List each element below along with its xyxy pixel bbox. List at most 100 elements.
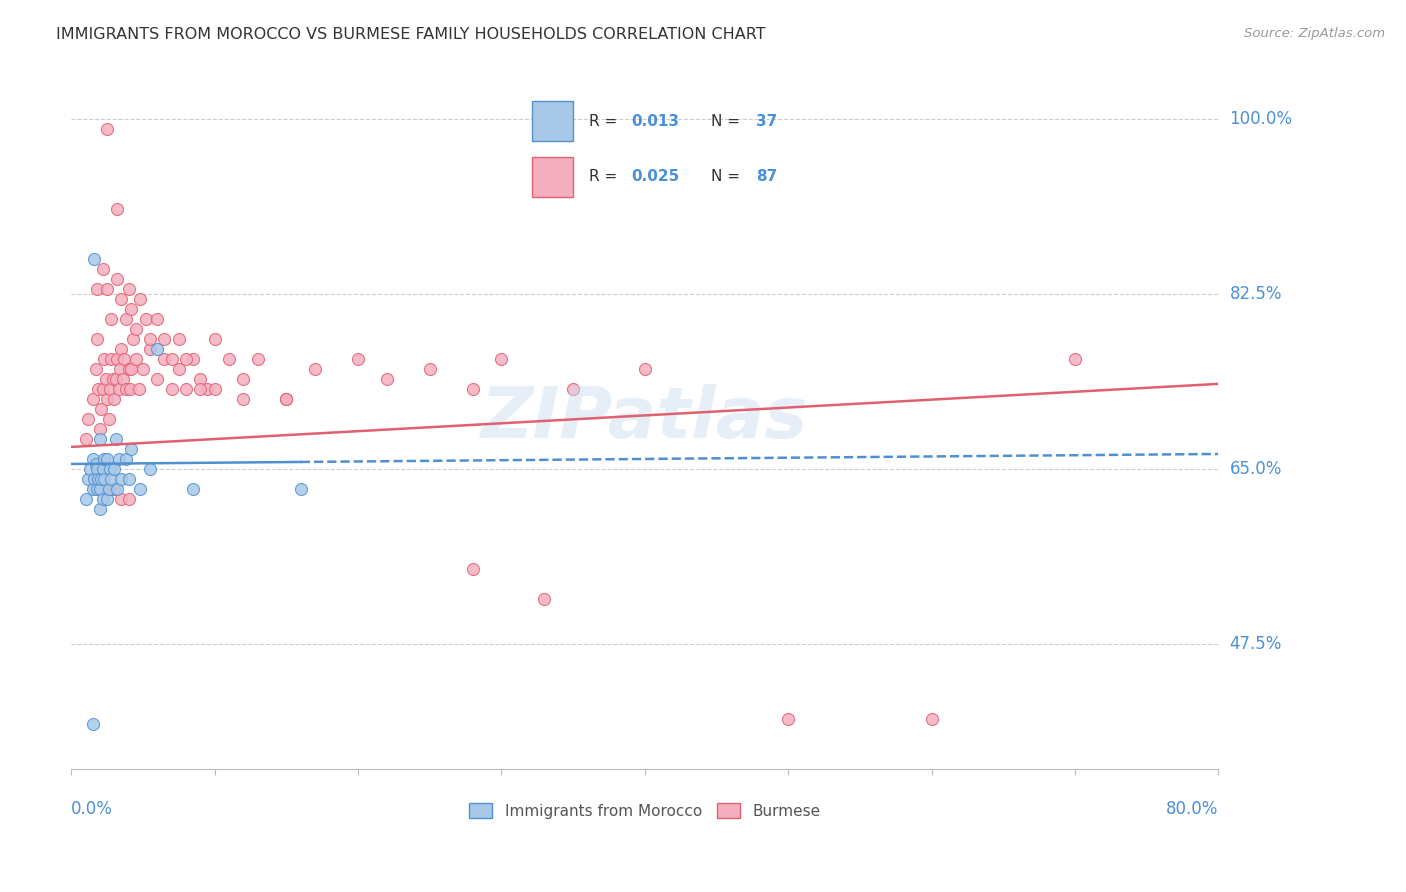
Point (75, 491, 97, 506)
Point (82, 452, 104, 467)
Point (104, 372, 127, 386)
Point (562, 382, 585, 396)
Text: IMMIGRANTS FROM MOROCCO VS BURMESE FAMILY HOUSEHOLDS CORRELATION CHART: IMMIGRANTS FROM MOROCCO VS BURMESE FAMIL… (56, 27, 766, 42)
Text: Source: ZipAtlas.com: Source: ZipAtlas.com (1244, 27, 1385, 40)
Point (276, 392, 298, 406)
Point (93, 472, 115, 486)
Point (204, 332, 226, 346)
Point (82, 717, 104, 731)
Point (84, 362, 107, 376)
Point (87, 472, 110, 486)
Point (97, 482, 120, 496)
Text: 0.0%: 0.0% (72, 800, 112, 818)
Point (232, 372, 254, 386)
Point (197, 382, 219, 396)
Point (86, 332, 108, 346)
Point (181, 482, 204, 496)
Point (461, 562, 484, 576)
Text: 65.0%: 65.0% (1230, 460, 1282, 478)
Point (135, 311, 157, 326)
Point (103, 482, 125, 496)
Point (153, 351, 176, 366)
Point (347, 351, 370, 366)
Point (87, 382, 110, 396)
Point (921, 712, 943, 726)
Point (83, 472, 105, 486)
Point (105, 351, 128, 366)
Point (121, 362, 143, 376)
Point (167, 332, 190, 346)
Point (98, 462, 121, 476)
Point (94, 372, 117, 386)
Text: 100.0%: 100.0% (1230, 110, 1292, 128)
Point (108, 362, 131, 376)
Point (111, 372, 134, 386)
Point (118, 382, 141, 396)
Point (117, 472, 139, 486)
Point (105, 272, 128, 286)
Point (96, 121, 118, 136)
Legend: Immigrants from Morocco, Burmese: Immigrants from Morocco, Burmese (464, 797, 827, 825)
Point (91, 261, 114, 276)
Point (86, 462, 108, 476)
Point (89, 502, 111, 516)
Point (110, 292, 132, 306)
Point (96, 452, 118, 467)
Point (188, 372, 211, 386)
Point (105, 482, 128, 496)
Point (105, 202, 128, 216)
Point (146, 311, 169, 326)
Point (121, 301, 143, 316)
Point (232, 392, 254, 406)
Point (125, 322, 148, 336)
Point (96, 282, 118, 296)
Point (139, 332, 162, 346)
Point (634, 362, 657, 376)
Point (82, 392, 104, 406)
Point (96, 392, 118, 406)
Point (1064, 351, 1087, 366)
Point (419, 362, 441, 376)
Point (132, 362, 155, 376)
Point (103, 392, 125, 406)
Point (129, 482, 152, 496)
Point (110, 342, 132, 356)
Point (461, 382, 484, 396)
Point (90, 472, 112, 486)
Point (101, 372, 124, 386)
Point (491, 351, 513, 366)
Point (114, 382, 136, 396)
Point (96, 482, 118, 496)
Point (89, 422, 111, 436)
Point (139, 342, 162, 356)
Point (89, 482, 111, 496)
Text: 47.5%: 47.5% (1230, 635, 1282, 653)
Text: 80.0%: 80.0% (1166, 800, 1219, 818)
Point (246, 351, 269, 366)
Point (83, 252, 105, 266)
Point (91, 382, 114, 396)
Point (128, 382, 150, 396)
Point (153, 332, 176, 346)
Point (77, 412, 100, 426)
Point (100, 472, 122, 486)
Point (96, 491, 118, 506)
Point (91, 491, 114, 506)
Point (533, 592, 555, 607)
Point (188, 382, 211, 396)
Point (77, 472, 100, 486)
Point (79, 462, 101, 476)
Point (204, 382, 226, 396)
Point (97, 412, 120, 426)
Point (125, 351, 148, 366)
Point (93, 452, 115, 467)
Point (117, 282, 139, 296)
Text: 82.5%: 82.5% (1230, 285, 1282, 302)
Point (160, 382, 183, 396)
Point (90, 401, 112, 416)
Point (174, 351, 197, 366)
Point (117, 491, 139, 506)
Point (114, 311, 136, 326)
Point (122, 332, 145, 346)
Point (91, 462, 114, 476)
